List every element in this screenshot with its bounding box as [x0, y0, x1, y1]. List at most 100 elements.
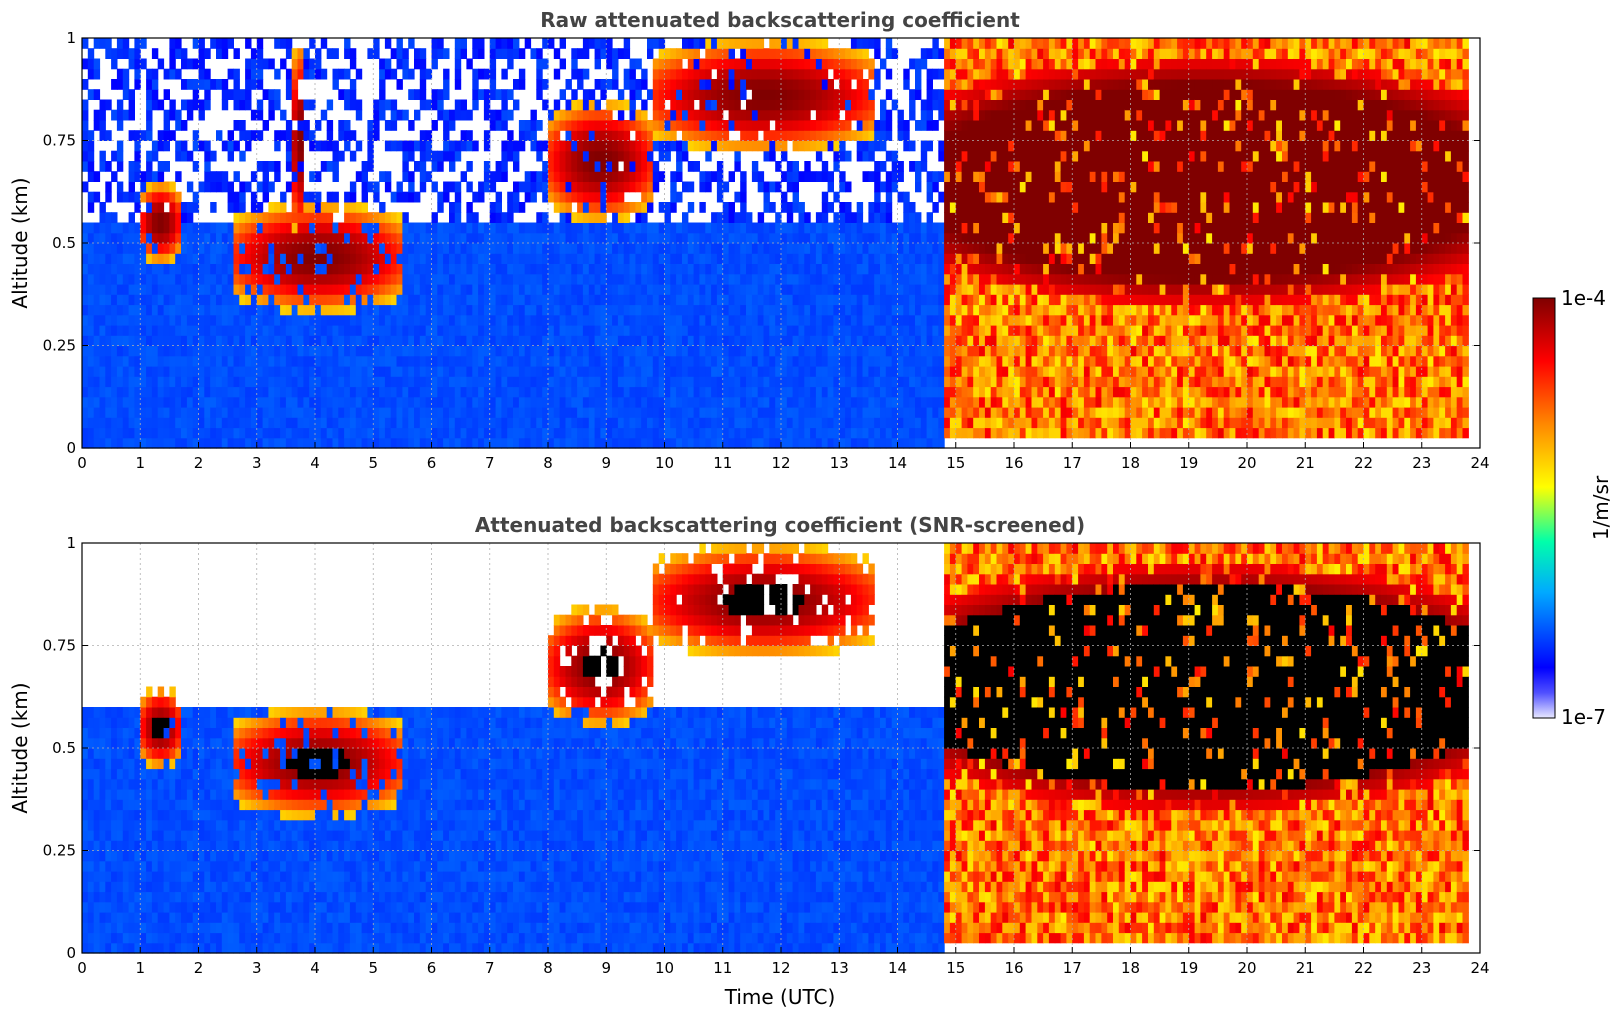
heatmap-cell	[105, 335, 112, 347]
heatmap-cell	[699, 284, 706, 295]
heatmap-cell	[524, 355, 532, 367]
heatmap-cell	[233, 294, 240, 306]
heatmap-cell	[128, 427, 135, 439]
heatmap-cell	[315, 120, 322, 131]
heatmap-cell	[186, 150, 194, 162]
heatmap-cell	[786, 396, 794, 408]
heatmap-cell	[437, 202, 444, 213]
heatmap-cell	[885, 253, 893, 264]
heatmap-cell	[489, 335, 497, 347]
heatmap-cell	[408, 38, 415, 49]
heatmap-cell	[390, 396, 398, 408]
heatmap-cell	[588, 150, 596, 162]
heatmap-cell	[303, 407, 310, 418]
heatmap-cell	[99, 355, 106, 367]
heatmap-cell	[472, 437, 479, 449]
heatmap-cell	[157, 191, 165, 203]
heatmap-cell	[699, 202, 706, 213]
heatmap-cell	[734, 222, 741, 234]
heatmap-cell	[530, 355, 537, 367]
heatmap-cell	[827, 335, 834, 347]
heatmap-cell	[169, 130, 176, 141]
heatmap-cell	[769, 232, 776, 244]
heatmap-cell	[250, 243, 258, 254]
heatmap-cell	[495, 232, 502, 244]
heatmap-cell	[93, 325, 101, 336]
heatmap-cell	[227, 366, 234, 377]
heatmap-cell	[355, 335, 363, 347]
heatmap-cell	[751, 335, 759, 347]
heatmap-cell	[285, 150, 293, 162]
heatmap-cell	[518, 284, 526, 295]
heatmap-cell	[833, 386, 840, 398]
heatmap-cell	[786, 38, 794, 49]
heatmap-cell	[175, 304, 182, 316]
heatmap-cell	[245, 386, 252, 398]
heatmap-cell	[309, 294, 316, 306]
heatmap-cell	[658, 48, 666, 59]
heatmap-cell	[140, 130, 147, 141]
heatmap-cell	[926, 407, 933, 418]
heatmap-cell	[349, 273, 357, 285]
heatmap-cell	[419, 58, 427, 70]
heatmap-cell	[245, 130, 252, 141]
heatmap-cell	[93, 109, 101, 121]
heatmap-cell	[687, 120, 695, 131]
heatmap-cell	[146, 130, 153, 141]
heatmap-cell	[909, 407, 916, 418]
heatmap-cell	[233, 171, 240, 182]
heatmap-cell	[524, 437, 532, 449]
heatmap-cell	[903, 335, 910, 347]
heatmap-cell	[903, 386, 910, 398]
heatmap-cell	[460, 366, 467, 377]
heatmap-cell	[309, 407, 316, 418]
heatmap-cell	[402, 294, 409, 306]
heatmap-cell	[874, 191, 881, 203]
heatmap-cell	[716, 345, 724, 357]
heatmap-cell	[402, 171, 409, 182]
heatmap-cell	[478, 284, 485, 295]
heatmap-cell	[594, 171, 601, 182]
heatmap-cell	[419, 386, 427, 398]
heatmap-cell	[612, 58, 619, 70]
heatmap-cell	[711, 376, 718, 388]
heatmap-cell	[99, 437, 106, 449]
heatmap-cell	[274, 355, 281, 367]
heatmap-cell	[821, 89, 829, 100]
heatmap-cell	[414, 304, 421, 316]
heatmap-cell	[256, 130, 264, 141]
heatmap-cell	[384, 99, 392, 111]
heatmap-cell	[705, 222, 712, 234]
heatmap-cell	[915, 171, 922, 182]
heatmap-cell	[151, 150, 159, 162]
heatmap-cell	[839, 140, 846, 152]
heatmap-cell	[571, 355, 578, 367]
heatmap-cell	[163, 273, 170, 285]
heatmap-cell	[390, 284, 398, 295]
heatmap-cell	[909, 58, 916, 70]
heatmap-cell	[763, 181, 770, 193]
heatmap-cell	[245, 253, 252, 264]
heatmap-cell	[449, 294, 456, 306]
heatmap-cell	[542, 407, 549, 418]
heatmap-cell	[460, 140, 467, 152]
heatmap-cell	[629, 222, 636, 234]
heatmap-cell	[501, 253, 508, 264]
heatmap-cell	[105, 407, 112, 418]
heatmap-cell	[221, 253, 229, 264]
heatmap-cell	[629, 232, 636, 244]
heatmap-cell	[920, 253, 928, 264]
heatmap-cell	[361, 366, 368, 377]
heatmap-cell	[524, 263, 532, 275]
heatmap-cell	[216, 294, 223, 306]
heatmap-cell	[781, 417, 788, 429]
heatmap-cell	[501, 407, 508, 418]
heatmap-cell	[303, 284, 310, 295]
heatmap-cell	[250, 68, 258, 80]
heatmap-cell	[128, 181, 135, 193]
heatmap-cell	[612, 376, 619, 388]
heatmap-cell	[274, 335, 281, 347]
heatmap-cell	[833, 99, 840, 111]
heatmap-cell	[122, 89, 130, 100]
heatmap-cell	[175, 366, 182, 377]
